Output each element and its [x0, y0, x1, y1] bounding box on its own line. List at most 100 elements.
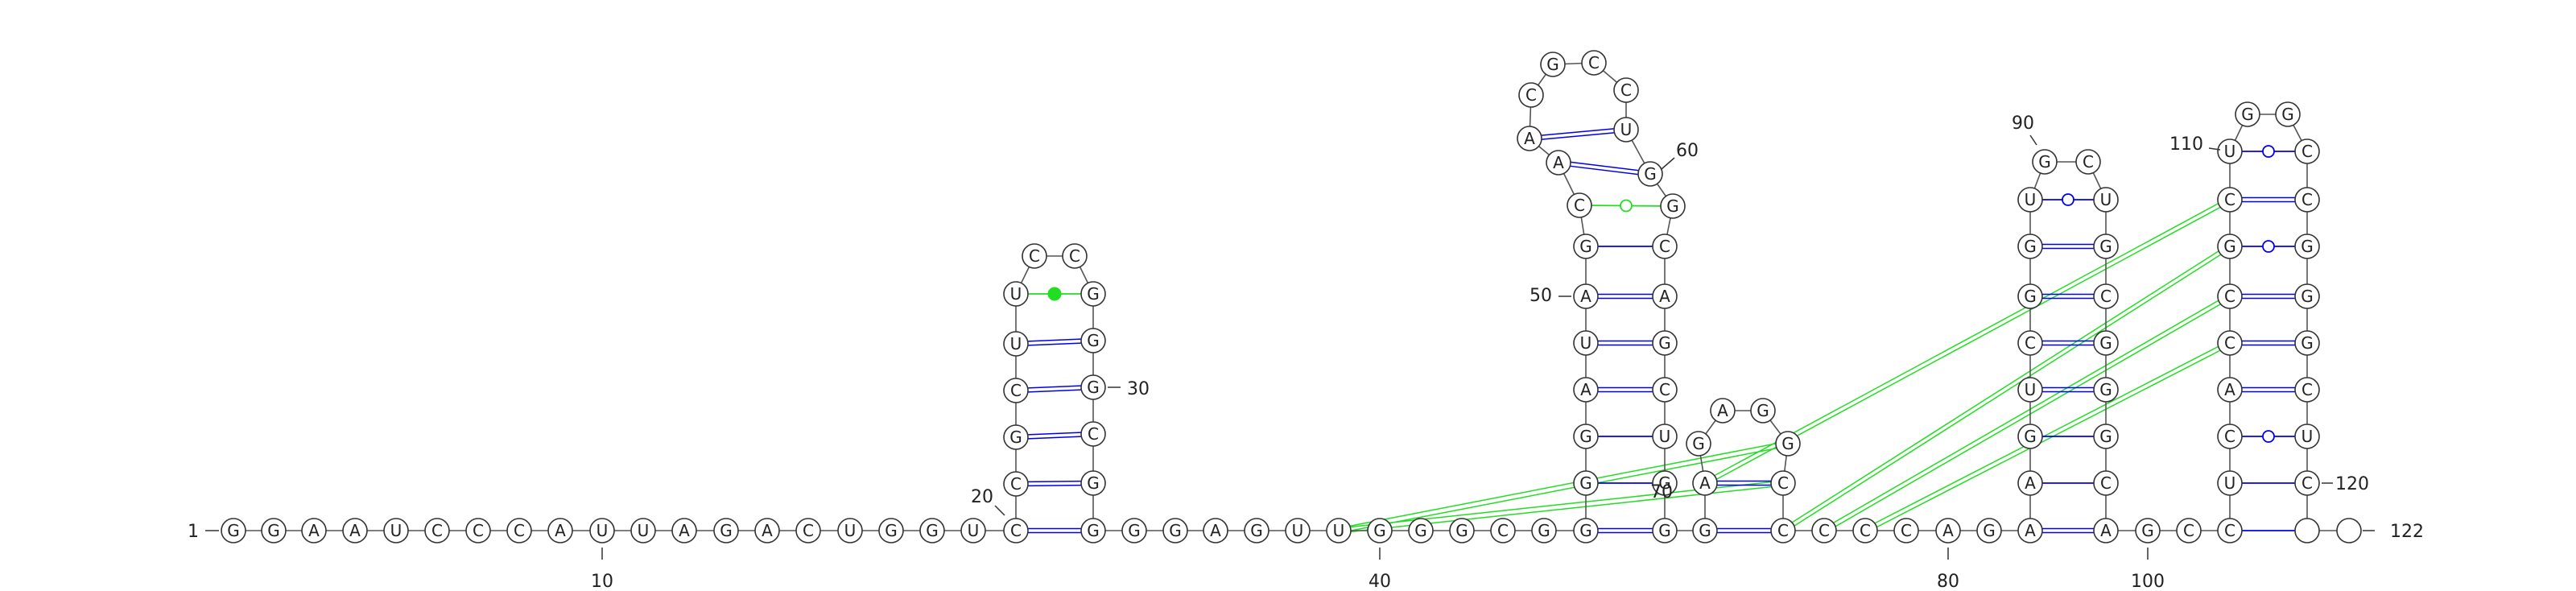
nucleotide: C [1770, 470, 1796, 496]
tick-label: 80 [1937, 572, 1959, 591]
nucleotide: G [1573, 234, 1599, 259]
nucleotide-letter: G [2141, 521, 2154, 540]
nucleotide: U [2217, 470, 2243, 496]
nucleotide: U [1003, 331, 1029, 357]
nucleotide-letter: A [1659, 287, 1670, 306]
pseudoknot-line [1864, 345, 2231, 534]
nucleotide: C [1003, 518, 1029, 543]
nucleotide: U [1326, 518, 1352, 543]
nucleotide: G [2294, 283, 2320, 309]
tick-label: 110 [2169, 134, 2203, 155]
nucleotide-letter: C [1010, 381, 1022, 400]
nucleotide-letter: G [1087, 284, 1100, 304]
nucleotide-letter: C [2301, 190, 2313, 209]
wobble-pair-marker [2262, 240, 2275, 253]
nucleotide: A [342, 518, 368, 543]
nucleotide: U [2017, 187, 2043, 213]
wobble-pair-marker [2062, 193, 2074, 206]
nucleotide: C [795, 518, 821, 543]
nucleotide-letter: U [1580, 333, 1592, 353]
nucleotide-letter: G [267, 521, 280, 540]
nucleotide-letter: G [926, 521, 939, 540]
tick-label: 70 [1650, 482, 1673, 502]
nucleotide: G [2093, 377, 2119, 403]
nucleotide: C [1613, 77, 1639, 103]
nucleotide: A [754, 518, 780, 543]
nucleotide: A [2217, 377, 2243, 403]
nucleotide: C [2217, 330, 2243, 356]
base-pair-line [1027, 480, 1081, 483]
pseudoknot-line [1823, 298, 2231, 534]
nucleotide-letter: A [2100, 521, 2112, 540]
nucleotide-letter: G [1546, 55, 1559, 74]
nucleotide-letter: G [720, 521, 733, 540]
nucleotide-letter: U [844, 521, 857, 540]
nucleotide-letter: C [1069, 246, 1080, 266]
nucleotide-letter: G [1009, 428, 1022, 447]
nucleotide-letter: U [2100, 190, 2112, 209]
nucleotide [2336, 518, 2362, 543]
nucleotide: G [919, 518, 945, 543]
nucleotide: U [1003, 281, 1029, 307]
nucleotide: C [1518, 82, 1544, 108]
nucleotide-letter: G [227, 521, 240, 540]
nucleotide-letter: U [1333, 521, 1345, 540]
nucleotide: A [1935, 518, 1961, 543]
nucleotide-letter: A [1580, 287, 1591, 306]
base-pair-line [1027, 385, 1081, 389]
nucleotide: G [2217, 234, 2243, 259]
nucleotide: U [2294, 424, 2320, 449]
tick-label: 60 [1676, 141, 1699, 161]
nucleotide-letter: G [1579, 521, 1592, 540]
nucleotide: U [2217, 138, 2243, 164]
nucleotide-letter: U [1010, 284, 1022, 304]
nucleotide: G [1750, 398, 1776, 424]
nucleotide-letter: G [2281, 105, 2294, 124]
nucleotide-letter: G [1087, 521, 1100, 540]
nucleotide: A [1692, 470, 1718, 496]
nucleotide: G [2093, 424, 2119, 449]
nucleotide: C [1581, 50, 1607, 76]
nucleotide-letter: A [555, 521, 566, 540]
nucleotide-letter: C [1010, 474, 1022, 494]
base-pair-line [1028, 389, 1082, 393]
nucleotide: G [1080, 518, 1106, 543]
nucleotide-letter: G [1699, 521, 1711, 540]
nucleotide-letter: U [390, 521, 402, 540]
nucleotide-letter: U [2224, 473, 2236, 493]
tick-label: 120 [2335, 474, 2369, 494]
nucleotide-letter: G [2241, 105, 2254, 124]
tick-line [2029, 134, 2037, 146]
nucleotide-letter: C [2301, 473, 2313, 493]
nucleotide: G [1573, 470, 1599, 496]
nucleotide: G [1080, 281, 1106, 307]
nucleotide-letter: C [1620, 81, 1632, 100]
nucleotide-letter: U [968, 521, 980, 540]
nucleotide-letter: G [1455, 521, 1468, 540]
nucleotide-letter: G [1658, 521, 1671, 540]
nucleotide: A [1517, 126, 1542, 151]
nucleotide-letter: C [1818, 521, 1830, 540]
nucleotide-letter: C [1088, 424, 1099, 444]
nucleotide: U [1285, 518, 1311, 543]
nucleotide: G [2017, 234, 2043, 259]
nucleotide-letter: G [1169, 521, 1182, 540]
nucleotide: G [1162, 518, 1188, 543]
nucleotide: A [1710, 398, 1736, 424]
nucleotide: G [2275, 101, 2301, 127]
nucleotide-letter: C [2224, 190, 2235, 209]
nucleotide: U [2093, 187, 2119, 213]
nucleotide-letter: C [1588, 53, 1600, 72]
nucleotide: G [2294, 330, 2320, 356]
nucleotide-letter: C [2100, 287, 2112, 306]
nucleotide-letter: A [1210, 521, 1221, 540]
nucleotide-letter: U [1620, 120, 1633, 139]
nucleotide: G [1692, 518, 1718, 543]
nucleotide-letter: C [514, 521, 525, 540]
nucleotide-letter: C [1525, 85, 1537, 105]
nucleotide: G [2093, 234, 2119, 259]
nucleotide-letter: C [2183, 521, 2194, 540]
nucleotide: G [2032, 149, 2058, 175]
nucleotide-letter: G [1658, 473, 1671, 493]
nucleotide: G [1080, 374, 1106, 400]
